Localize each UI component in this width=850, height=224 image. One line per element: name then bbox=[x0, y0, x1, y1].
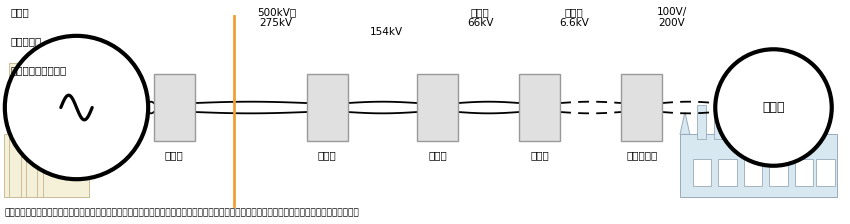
Text: 154kV: 154kV bbox=[371, 27, 403, 37]
Text: 500kV～
275kV: 500kV～ 275kV bbox=[257, 7, 296, 28]
Text: （電圧源）: （電圧源） bbox=[10, 36, 42, 46]
Text: 変圧器: 変圧器 bbox=[530, 150, 549, 160]
Text: （無効電力供給源）: （無効電力供給源） bbox=[10, 65, 66, 75]
Text: 発電機: 発電機 bbox=[10, 7, 29, 17]
Bar bbox=[693, 159, 711, 186]
Bar bbox=[417, 74, 458, 141]
Text: 利用者: 利用者 bbox=[762, 101, 785, 114]
Text: 変圧器: 変圧器 bbox=[318, 150, 337, 160]
Ellipse shape bbox=[5, 36, 148, 179]
Bar bbox=[154, 74, 195, 141]
Text: 柱上変圧器: 柱上変圧器 bbox=[626, 150, 657, 160]
Text: 配電線
6.6kV: 配電線 6.6kV bbox=[558, 7, 589, 28]
Bar bbox=[697, 105, 706, 139]
Text: 送電線
66kV: 送電線 66kV bbox=[467, 7, 494, 28]
Bar bbox=[744, 159, 762, 186]
Bar bbox=[680, 134, 837, 197]
Text: 変圧器: 変圧器 bbox=[428, 150, 447, 160]
Text: 変圧器：電圧を調節する機器。変圧器に付随して、無効電力供給設備（コンデンサなど）を設置し、これらを同時に使用して圧を適切に維持する。: 変圧器：電圧を調節する機器。変圧器に付随して、無効電力供給設備（コンデンサなど）… bbox=[4, 208, 359, 217]
Bar bbox=[769, 159, 788, 186]
Bar bbox=[714, 105, 722, 139]
Text: 100V/
200V: 100V/ 200V bbox=[656, 7, 687, 28]
Bar bbox=[795, 159, 813, 186]
Text: 変圧器: 変圧器 bbox=[165, 150, 184, 160]
Polygon shape bbox=[756, 112, 767, 134]
Bar bbox=[26, 85, 37, 197]
Bar bbox=[816, 159, 835, 186]
Bar bbox=[8, 63, 21, 197]
Ellipse shape bbox=[715, 49, 832, 166]
Bar bbox=[519, 74, 560, 141]
Bar bbox=[307, 74, 348, 141]
Bar bbox=[4, 134, 89, 197]
Bar bbox=[621, 74, 662, 141]
Polygon shape bbox=[680, 112, 690, 134]
Bar bbox=[42, 148, 89, 197]
Polygon shape bbox=[718, 112, 728, 134]
Bar bbox=[718, 159, 737, 186]
